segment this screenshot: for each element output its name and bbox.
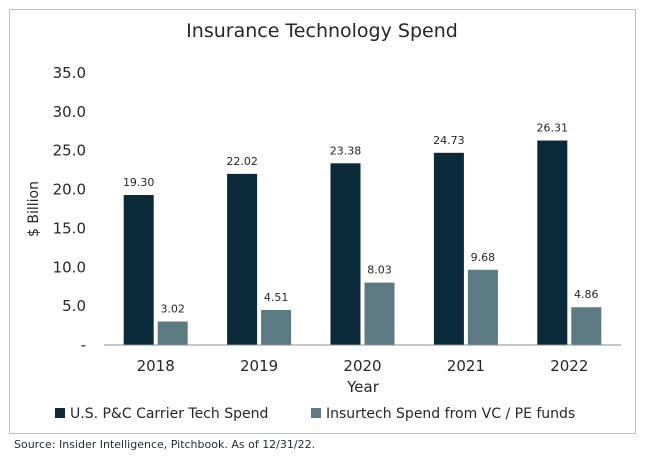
- source-note: Source: Insider Intelligence, Pitchbook.…: [14, 438, 316, 451]
- x-axis-ticks: 2018 2019 2020 2021 2022: [137, 357, 589, 375]
- data-label: 22.02: [226, 155, 258, 168]
- data-label: 26.31: [537, 122, 569, 135]
- y-axis-label: $ Billion: [26, 181, 42, 237]
- data-label: 9.68: [471, 251, 496, 264]
- data-label: 24.73: [433, 134, 465, 147]
- data-label: 8.03: [367, 264, 392, 277]
- legend-label-series-1: U.S. P&C Carrier Tech Spend: [70, 406, 268, 422]
- y-tick-label: 15.0: [53, 219, 86, 237]
- bar-series-1: [227, 173, 258, 345]
- y-tick-label: 5.0: [62, 297, 86, 315]
- y-tick-label: 25.0: [53, 142, 86, 160]
- bars: 19.30 3.02 22.02 4.51 23.38 8.03 24.73 9.68 26.3…: [123, 122, 602, 345]
- data-label: 4.51: [264, 291, 289, 304]
- chart-frame: [9, 9, 636, 434]
- legend-swatch-series-1: [55, 408, 65, 418]
- legend-swatch-series-2: [311, 408, 321, 418]
- bar-series-2: [364, 282, 395, 345]
- bar-series-1: [330, 163, 361, 345]
- data-label: 4.86: [574, 288, 599, 301]
- y-tick-label: 10.0: [53, 258, 86, 276]
- bar-series-2: [157, 321, 188, 345]
- y-tick-label: 30.0: [53, 103, 86, 121]
- y-tick-label: -: [81, 336, 86, 354]
- chart-title: Insurance Technology Spend: [186, 20, 458, 42]
- x-tick-label: 2022: [550, 357, 588, 375]
- bar-series-2: [571, 307, 602, 345]
- data-label: 23.38: [330, 144, 362, 157]
- y-tick-label: 20.0: [53, 181, 86, 199]
- bar-series-2: [467, 269, 498, 345]
- x-tick-label: 2019: [240, 357, 278, 375]
- bar-series-1: [537, 140, 568, 345]
- x-tick-label: 2018: [137, 357, 175, 375]
- bar-series-2: [261, 309, 292, 345]
- x-tick-label: 2021: [447, 357, 485, 375]
- legend-label-series-2: Insurtech Spend from VC / PE funds: [326, 406, 575, 422]
- bar-series-1: [433, 152, 464, 345]
- y-tick-label: 35.0: [53, 64, 86, 82]
- data-label: 19.30: [123, 176, 155, 189]
- x-axis-label: Year: [346, 378, 380, 396]
- data-label: 3.02: [160, 303, 185, 316]
- legend: U.S. P&C Carrier Tech Spend Insurtech Sp…: [55, 406, 575, 422]
- y-axis-ticks: - 5.0 10.0 15.0 20.0 25.0 30.0 35.0: [53, 64, 86, 354]
- x-tick-label: 2020: [343, 357, 381, 375]
- bar-series-1: [123, 195, 154, 345]
